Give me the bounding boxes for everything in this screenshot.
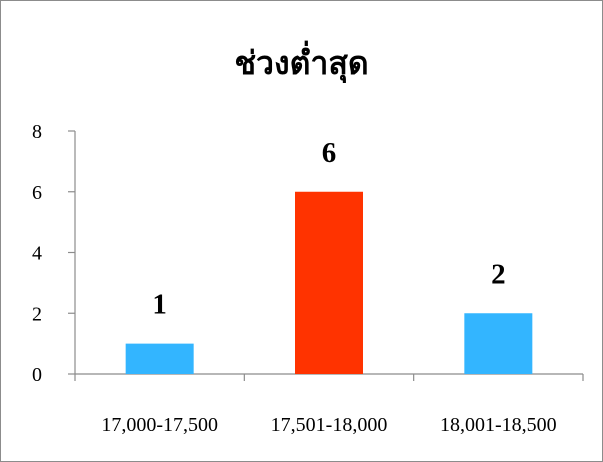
bar: [464, 313, 532, 374]
x-tick-label: 17,000-17,500: [101, 414, 218, 436]
y-tick-label: 2: [32, 303, 42, 325]
y-tick-label: 4: [32, 243, 42, 265]
bars: [126, 192, 533, 374]
x-tick-label: 17,501-18,000: [271, 414, 388, 436]
data-label: 1: [152, 289, 167, 321]
y-tick-label: 6: [32, 182, 42, 204]
x-tick-label: 18,001-18,500: [440, 414, 557, 436]
data-label: 2: [491, 258, 506, 290]
bar: [295, 192, 363, 374]
y-tick-label: 8: [32, 121, 42, 143]
bar: [126, 344, 194, 374]
y-tick-label: 0: [32, 364, 42, 386]
data-label: 6: [322, 137, 337, 169]
